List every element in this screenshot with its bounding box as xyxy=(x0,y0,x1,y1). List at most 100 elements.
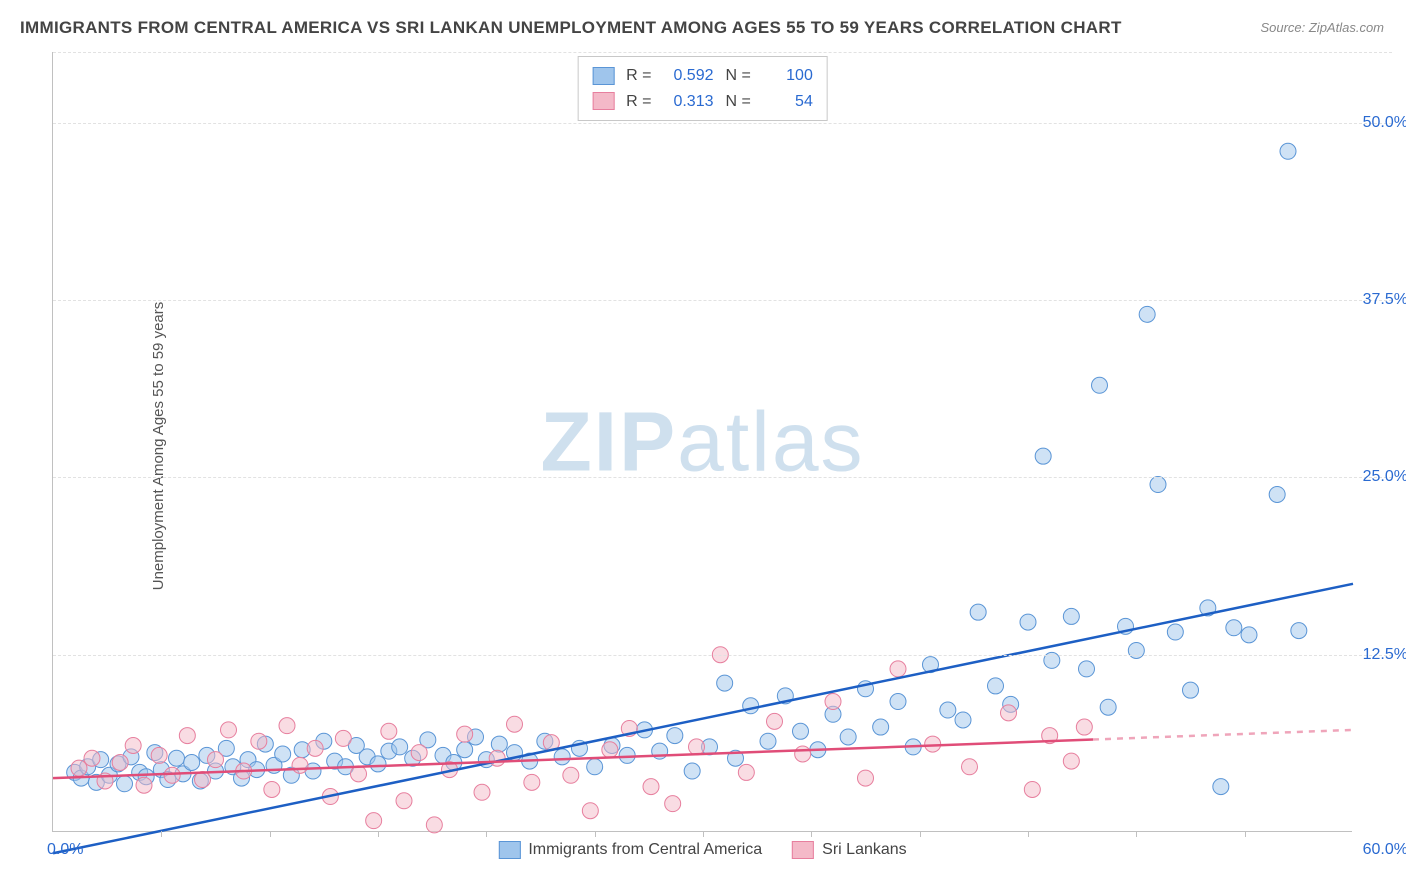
gridline xyxy=(53,123,1392,124)
y-tick-label: 50.0% xyxy=(1363,114,1406,132)
scatter-point xyxy=(264,781,280,797)
x-tick-max: 60.0% xyxy=(1363,841,1406,859)
x-tick xyxy=(161,831,162,837)
scatter-point xyxy=(275,746,291,762)
gridline xyxy=(53,300,1392,301)
scatter-point xyxy=(689,739,705,755)
scatter-point xyxy=(1226,620,1242,636)
x-tick xyxy=(703,831,704,837)
scatter-point xyxy=(151,747,167,763)
scatter-point xyxy=(1035,448,1051,464)
scatter-point xyxy=(221,722,237,738)
scatter-point xyxy=(1128,642,1144,658)
legend-item-0: Immigrants from Central America xyxy=(498,841,762,859)
x-tick xyxy=(920,831,921,837)
scatter-point xyxy=(840,729,856,745)
scatter-point xyxy=(1241,627,1257,643)
scatter-point xyxy=(392,739,408,755)
x-tick xyxy=(595,831,596,837)
x-tick xyxy=(811,831,812,837)
scatter-point xyxy=(825,694,841,710)
scatter-point xyxy=(1167,624,1183,640)
scatter-point xyxy=(554,749,570,765)
scatter-point xyxy=(292,757,308,773)
scatter-point xyxy=(1063,608,1079,624)
scatter-point xyxy=(760,733,776,749)
scatter-point xyxy=(1183,682,1199,698)
legend-bottom-label-1: Sri Lankans xyxy=(822,841,907,859)
scatter-point xyxy=(208,752,224,768)
scatter-point xyxy=(84,750,100,766)
scatter-point xyxy=(988,678,1004,694)
scatter-point xyxy=(1020,614,1036,630)
x-tick xyxy=(378,831,379,837)
x-tick xyxy=(1245,831,1246,837)
scatter-point xyxy=(793,723,809,739)
scatter-point xyxy=(795,746,811,762)
scatter-point xyxy=(890,661,906,677)
x-tick xyxy=(1028,831,1029,837)
scatter-point xyxy=(858,770,874,786)
scatter-point xyxy=(251,733,267,749)
scatter-point xyxy=(370,756,386,772)
legend-bottom-swatch-1 xyxy=(792,841,814,859)
scatter-point xyxy=(351,766,367,782)
scatter-point xyxy=(184,755,200,771)
scatter-point xyxy=(366,813,382,829)
gridline xyxy=(53,52,1392,53)
scatter-point xyxy=(665,796,681,812)
scatter-point xyxy=(381,723,397,739)
scatter-point xyxy=(489,750,505,766)
scatter-point xyxy=(684,763,700,779)
scatter-point xyxy=(335,730,351,746)
scatter-point xyxy=(962,759,978,775)
scatter-point xyxy=(1092,377,1108,393)
scatter-point xyxy=(71,760,87,776)
scatter-point xyxy=(743,698,759,714)
scatter-point xyxy=(169,750,185,766)
scatter-point xyxy=(1280,143,1296,159)
scatter-point xyxy=(940,702,956,718)
chart-svg xyxy=(53,52,1352,831)
x-tick-min: 0.0% xyxy=(47,841,83,859)
x-tick xyxy=(1136,831,1137,837)
y-tick-label: 37.5% xyxy=(1363,291,1406,309)
scatter-point xyxy=(279,718,295,734)
scatter-point xyxy=(112,755,128,771)
scatter-point xyxy=(136,777,152,793)
source-attribution: Source: ZipAtlas.com xyxy=(1260,20,1384,35)
scatter-point xyxy=(1150,477,1166,493)
scatter-point xyxy=(164,767,180,783)
scatter-point xyxy=(396,793,412,809)
legend-bottom-label-0: Immigrants from Central America xyxy=(528,841,762,859)
scatter-point xyxy=(1079,661,1095,677)
scatter-point xyxy=(1076,719,1092,735)
scatter-point xyxy=(738,764,754,780)
scatter-point xyxy=(717,675,733,691)
scatter-point xyxy=(767,713,783,729)
scatter-point xyxy=(602,742,618,758)
scatter-point xyxy=(643,779,659,795)
scatter-point xyxy=(1100,699,1116,715)
scatter-point xyxy=(125,737,141,753)
scatter-point xyxy=(1213,779,1229,795)
scatter-point xyxy=(457,726,473,742)
trend-line xyxy=(53,584,1353,853)
scatter-point xyxy=(563,767,579,783)
scatter-point xyxy=(873,719,889,735)
scatter-point xyxy=(970,604,986,620)
x-tick xyxy=(486,831,487,837)
scatter-point xyxy=(1024,781,1040,797)
trend-line-dashed xyxy=(1093,730,1353,740)
scatter-point xyxy=(1063,753,1079,769)
scatter-point xyxy=(582,803,598,819)
scatter-point xyxy=(890,694,906,710)
series-legend: Immigrants from Central America Sri Lank… xyxy=(498,841,906,859)
scatter-point xyxy=(667,728,683,744)
gridline xyxy=(53,655,1392,656)
y-tick-label: 25.0% xyxy=(1363,468,1406,486)
scatter-point xyxy=(1291,623,1307,639)
x-tick xyxy=(270,831,271,837)
legend-item-1: Sri Lankans xyxy=(792,841,907,859)
plot-area: ZIPatlas R = 0.592 N = 100 R = 0.313 N =… xyxy=(52,52,1352,832)
